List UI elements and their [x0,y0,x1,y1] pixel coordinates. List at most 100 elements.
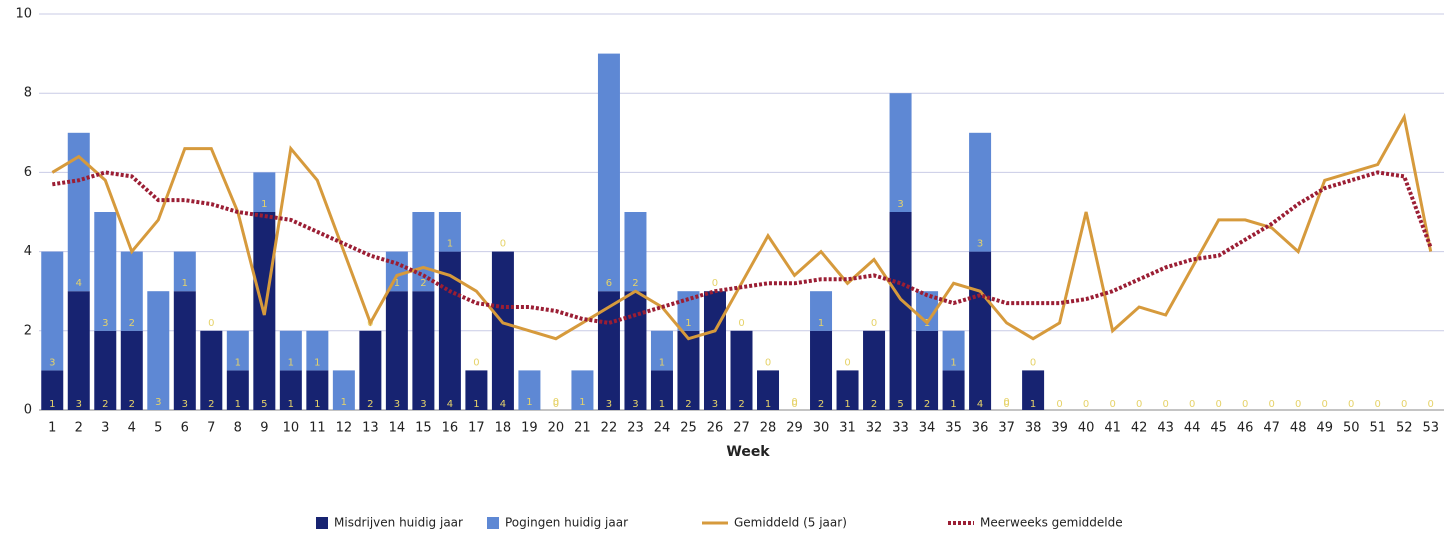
data-label: 3 [606,399,612,410]
data-label: 0 [473,357,479,368]
data-label: 2 [102,399,108,410]
x-tick-label: 18 [495,421,512,436]
data-label: 1 [473,399,479,410]
bar [359,330,382,410]
x-tick-label: 16 [442,421,459,436]
legend-label: Misdrijven huidig jaar [334,516,463,530]
x-tick-label: 20 [548,421,565,436]
x-tick-label: 27 [733,421,750,436]
bar [863,330,886,410]
data-label: 2 [129,399,135,410]
x-tick-label: 32 [866,421,883,436]
data-label: 0 [791,399,797,410]
data-label: 1 [49,399,55,410]
data-label: 1 [659,357,665,368]
x-tick-label: 43 [1157,421,1174,436]
bar [597,291,620,410]
bar [942,370,965,410]
bar [969,251,992,410]
data-label: 0 [844,357,850,368]
x-tick-label: 4 [128,421,136,436]
x-tick-label: 50 [1343,421,1360,436]
data-label: 1 [659,399,665,410]
x-tick-label: 53 [1422,421,1439,436]
x-tick-label: 23 [627,421,644,436]
x-tick-label: 48 [1290,421,1307,436]
data-label: 0 [765,357,771,368]
bar [253,172,276,212]
data-label: 3 [632,399,638,410]
bar [624,212,647,292]
x-tick-label: 31 [839,421,856,436]
data-label: 3 [897,199,903,210]
data-label: 1 [182,278,188,289]
data-label: 1 [261,199,267,210]
data-label: 2 [420,278,426,289]
x-tick-label: 15 [415,421,432,436]
bar [306,370,329,410]
x-tick-label: 5 [154,421,162,436]
y-tick-label: 10 [15,7,32,22]
x-tick-label: 39 [1051,421,1068,436]
data-label: 3 [102,318,108,329]
bar [942,330,965,371]
bar [226,370,249,410]
bar [810,330,833,410]
data-label: 3 [155,397,161,408]
bar [677,330,700,410]
bar [120,251,143,331]
legend-swatch [316,517,328,529]
x-tick-label: 6 [181,421,189,436]
x-tick-label: 8 [234,421,242,436]
data-label: 0 [1030,357,1036,368]
bar [916,291,939,331]
x-tick-label: 11 [309,421,326,436]
bar [836,370,859,410]
data-label: 2 [924,399,930,410]
x-tick-label: 25 [680,421,697,436]
data-label: 0 [1322,399,1328,410]
x-tick-label: 24 [654,421,671,436]
data-label: 1 [685,318,691,329]
data-label: 0 [553,399,559,410]
data-label: 0 [1162,399,1168,410]
bar [889,93,912,212]
data-label: 2 [685,399,691,410]
data-label: 0 [1348,399,1354,410]
x-tick-label: 40 [1078,421,1095,436]
data-label: 0 [1269,399,1275,410]
bar [518,370,541,410]
data-label: 0 [500,239,506,250]
bar [332,370,355,410]
legend-label: Pogingen huidig jaar [505,516,628,530]
x-tick-label: 29 [786,421,803,436]
bar [597,53,620,292]
y-tick-label: 6 [24,165,32,180]
bar [1022,370,1045,410]
legend-label: Gemiddeld (5 jaar) [734,516,847,530]
bar [438,212,461,252]
x-tick-label: 26 [707,421,724,436]
data-label: 1 [950,357,956,368]
bar [41,370,64,410]
data-label: 6 [606,278,612,289]
data-label: 0 [712,278,718,289]
x-tick-label: 45 [1210,421,1227,436]
x-tick-label: 10 [283,421,300,436]
x-tick-label: 44 [1184,421,1201,436]
x-tick-label: 37 [998,421,1015,436]
data-label: 1 [765,399,771,410]
data-label: 1 [447,239,453,250]
x-tick-label: 42 [1131,421,1148,436]
data-label: 0 [553,397,559,408]
data-label: 1 [288,399,294,410]
data-label: 0 [1056,399,1062,410]
bar [624,291,647,410]
data-label: 1 [818,318,824,329]
bar [385,291,408,410]
x-tick-label: 3 [101,421,109,436]
data-label: 0 [871,318,877,329]
bar [650,330,673,371]
y-tick-label: 0 [24,403,32,418]
